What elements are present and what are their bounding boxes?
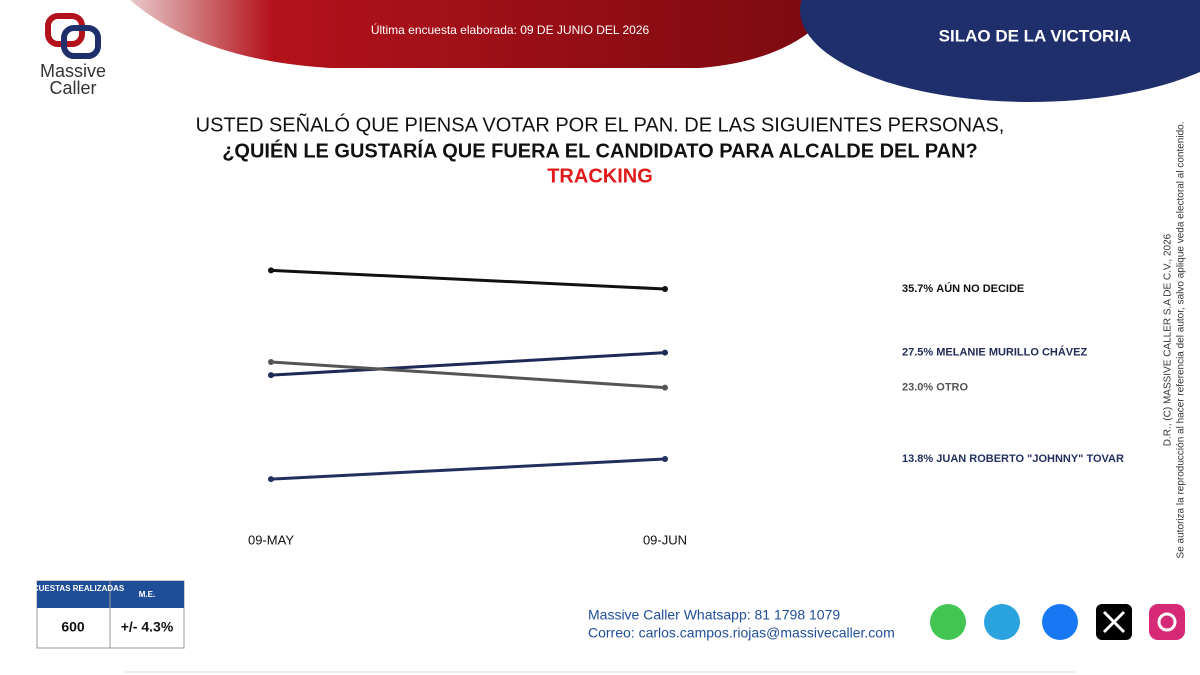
- header-ellipse: [800, 0, 1200, 102]
- value-label: 27.5%: [902, 347, 933, 359]
- annotation: TRACKING: [547, 165, 653, 187]
- chart-title: USTED SEÑALÓ QUE PIENSA VOTAR POR EL PAN…: [196, 112, 1005, 136]
- point: [662, 384, 668, 391]
- series-label: 13.8% JUAN ROBERTO "JOHNNY" TOVAR: [902, 453, 1124, 465]
- series-label: 23.0% OTRO: [902, 381, 968, 393]
- point: [268, 372, 274, 379]
- series-label: 27.5% MELANIE MURILLO CHÁVEZ: [902, 346, 1087, 359]
- value-label: 13.8%: [902, 453, 933, 465]
- survey-date: Última encuesta elaborada: 09 DE JUNIO D…: [371, 22, 650, 37]
- logo-text: Caller: [49, 78, 96, 98]
- instagram-icon[interactable]: [1149, 604, 1185, 640]
- legend-label: JUAN ROBERTO "JOHNNY" TOVAR: [936, 453, 1124, 465]
- chart-subtitle: ¿QUIÉN LE GUSTARÍA QUE FUERA EL CANDIDAT…: [222, 139, 978, 162]
- x-tick-label: 09-MAY: [248, 532, 294, 547]
- copyright: D.R., (C) MASSIVE CALLER S.A DE C.V., 20…: [1163, 122, 1187, 559]
- table-cell: +/- 4.3%: [121, 619, 174, 635]
- series-label: 35.7% AÚN NO DECIDE: [902, 282, 1024, 295]
- point: [268, 476, 274, 483]
- facebook-icon[interactable]: [1042, 604, 1078, 640]
- point: [662, 455, 668, 462]
- logo: Massive Caller: [40, 13, 106, 98]
- plot: 09-MAY 09-JUN 35.7% AÚN NO DECIDE 27.5% MEL…: [248, 267, 1124, 547]
- table-header: M.E.: [139, 590, 155, 599]
- series-line: [270, 268, 666, 291]
- table-cell: 600: [61, 619, 85, 635]
- contact-line: Massive Caller Whatsapp: 81 1798 1079: [588, 607, 840, 623]
- logo-text: Massive: [40, 61, 106, 81]
- location: SILAO DE LA VICTORIA: [939, 26, 1132, 45]
- legend-label: AÚN NO DECIDE: [936, 282, 1024, 295]
- social-icons: [930, 604, 1185, 640]
- point: [268, 358, 274, 365]
- contact-line: Correo: carlos.campos.riojas@massivecall…: [588, 625, 895, 641]
- value-label: 23.0%: [902, 381, 933, 393]
- table-header: ENCUESTAS REALIZADAS: [22, 584, 125, 593]
- point: [662, 285, 668, 292]
- x-tick-label: 09-JUN: [643, 532, 687, 547]
- legend-label: MELANIE MURILLO CHÁVEZ: [936, 346, 1087, 359]
- stats-table: ENCUESTAS REALIZADAS M.E. 600 +/- 4.3%: [22, 580, 185, 649]
- header-band: [130, 0, 840, 68]
- series-line: [270, 351, 666, 377]
- point: [662, 349, 668, 356]
- value-label: 35.7%: [902, 283, 933, 295]
- copyright-line: D.R., (C) MASSIVE CALLER S.A DE C.V., 20…: [1163, 233, 1174, 446]
- telegram-icon[interactable]: [984, 604, 1020, 640]
- whatsapp-icon[interactable]: [930, 604, 966, 640]
- legend-label: OTRO: [936, 381, 968, 393]
- copyright-line: Se autoriza la reproducción al hacer ref…: [1176, 122, 1187, 559]
- series-line: [270, 457, 666, 481]
- point: [268, 267, 274, 274]
- series-line: [270, 360, 666, 390]
